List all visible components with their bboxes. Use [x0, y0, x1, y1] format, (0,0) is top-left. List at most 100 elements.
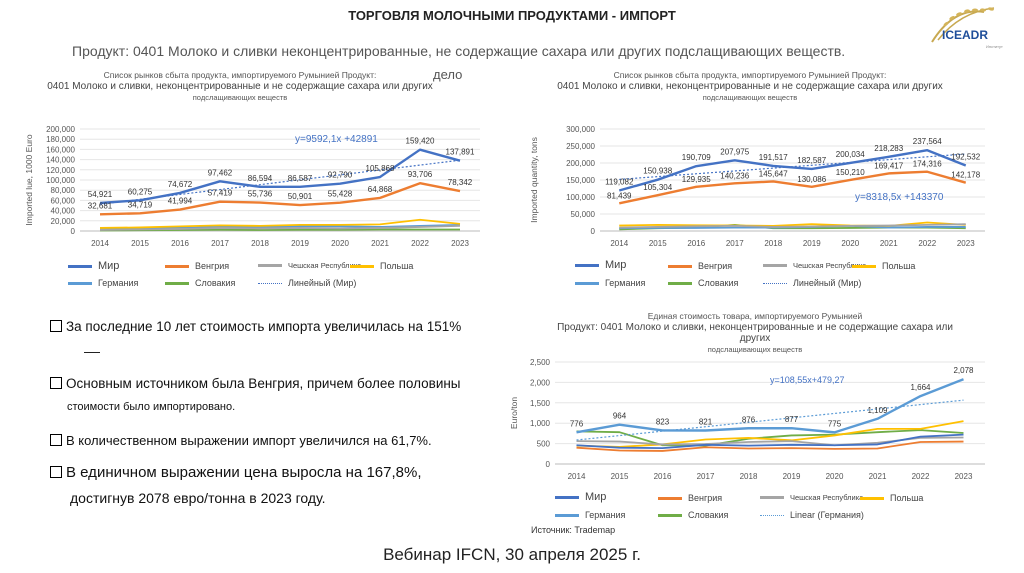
chart3-legend-slovakia: Словакия [658, 510, 728, 520]
x-tick-label: 2021 [371, 239, 389, 248]
series-line-3 [619, 221, 966, 227]
x-tick-label: 2016 [687, 239, 705, 248]
bullet-4: В единичном выражении цена выросла на 16… [50, 464, 422, 481]
data-label: 237,564 [913, 137, 942, 146]
x-tick-label: 2014 [610, 239, 628, 248]
x-tick-label: 2017 [697, 472, 715, 481]
legend-swatch [658, 496, 682, 500]
data-label: 55,736 [248, 190, 273, 199]
data-label: 190,709 [682, 153, 711, 162]
chart2-quantity-import: 0 50,000 100,000 150,000 200,000 250,000 300,0… [529, 125, 985, 248]
y-tick-label: 0 [71, 227, 76, 236]
y-tick-label: 2,500 [530, 358, 551, 367]
data-label: 55,428 [328, 190, 353, 199]
chart1-legend-germania: Германия [68, 278, 138, 288]
trendline-equation: y=108,55x+479,27 [770, 375, 845, 385]
page-title: ТОРГОВЛЯ МОЛОЧНЫМИ ПРОДУКТАМИ - ИМПОРТ [348, 8, 676, 23]
x-tick-label: 2018 [251, 239, 269, 248]
series-line-2 [619, 223, 966, 229]
data-label: 140,236 [720, 171, 749, 180]
data-label: 57,419 [208, 189, 233, 198]
iceadr-logo: ICEADR Институт [924, 2, 1020, 52]
legend-swatch [575, 263, 599, 267]
x-tick-label: 2022 [912, 472, 930, 481]
legend-swatch [165, 264, 189, 268]
data-label: 105,304 [643, 183, 672, 192]
data-label: 64,868 [368, 185, 393, 194]
data-label: 130,086 [797, 175, 826, 184]
chart3-legend-czech: Чешская Республика [760, 493, 863, 502]
chart1-legend-vengria: Венгрия [165, 261, 229, 271]
chart3-legend-polsha: Польша [860, 493, 923, 503]
x-tick-label: 2015 [131, 239, 149, 248]
legend-swatch [668, 281, 692, 285]
y-tick-label: 50,000 [571, 210, 596, 219]
y-tick-label: 20,000 [51, 217, 76, 226]
legend-swatch [760, 514, 784, 516]
chart3-title: Единая стоимость товара, импортируемого … [557, 311, 953, 354]
chart1-legend-slovakia: Словакия [165, 278, 235, 288]
data-label: 191,517 [759, 153, 788, 162]
y-axis-label: Euro/ton [509, 397, 519, 429]
chart1-extra-label: дело [433, 67, 463, 82]
data-label: 41,994 [168, 197, 193, 206]
trendline [576, 399, 964, 441]
checkbox-icon [50, 377, 62, 389]
y-tick-label: 500 [537, 440, 551, 449]
checkbox-icon [50, 320, 62, 332]
data-label: 964 [613, 412, 627, 421]
bullet-4-continued: достигнув 2078 евро/тонна в 2023 году. [70, 490, 326, 506]
legend-swatch [575, 281, 599, 285]
data-label: 93,706 [408, 170, 433, 179]
x-tick-label: 2019 [291, 239, 309, 248]
data-label: 60,275 [128, 187, 153, 196]
chart3-unit-value: 0 500 1,000 1,500 2,000 2,500 Euro/ton 2014 2015… [509, 358, 985, 481]
data-label: 92,790 [328, 171, 353, 180]
legend-swatch [860, 496, 884, 500]
x-tick-label: 2023 [955, 472, 973, 481]
y-tick-label: 100,000 [46, 176, 75, 185]
series-line-4 [576, 378, 964, 434]
x-tick-label: 2018 [764, 239, 782, 248]
x-tick-label: 2014 [91, 239, 109, 248]
x-tick-label: 2014 [568, 472, 586, 481]
chart2-title: Список рынков сбыта продукта, импортируе… [557, 70, 943, 102]
chart1-legend-mir: Мир [68, 260, 119, 272]
series-line-0 [576, 433, 964, 449]
series-line-1 [619, 170, 967, 205]
data-label: 86,587 [288, 174, 313, 183]
data-label: 218,283 [874, 144, 903, 153]
legend-swatch [258, 282, 282, 284]
y-tick-label: 1,000 [530, 419, 551, 428]
legend-swatch [68, 264, 92, 268]
series-line-3 [99, 218, 461, 229]
trendline [99, 159, 461, 205]
trendline-equation: y=8318,5x +143370 [855, 192, 944, 203]
data-label: 50,901 [288, 192, 313, 201]
x-tick-label: 2020 [841, 239, 859, 248]
bullet-2: Основным источником была Венгрия, причем… [50, 376, 461, 391]
chart2-legend-mir: Мир [575, 259, 626, 271]
footer-text: Вебинар IFCN, 30 апреля 2025 г. [383, 545, 641, 564]
legend-swatch [763, 264, 787, 267]
data-label: 81,439 [607, 191, 632, 200]
y-tick-label: 140,000 [46, 156, 75, 165]
x-tick-label: 2023 [451, 239, 469, 248]
y-tick-label: 200,000 [566, 159, 595, 168]
bullet-1: За последние 10 лет стоимость импорта ув… [50, 319, 461, 334]
data-label: 145,647 [759, 169, 788, 178]
data-label: 821 [699, 418, 713, 427]
y-tick-label: 2,000 [530, 378, 551, 387]
x-tick-label: 2022 [411, 239, 429, 248]
data-label: 142,178 [951, 171, 980, 180]
y-tick-label: 200,000 [46, 125, 75, 134]
logo-text: ICEADR [942, 28, 988, 42]
legend-swatch [555, 495, 579, 499]
chart3-legend-mir: Мир [555, 491, 606, 503]
data-label: 137,891 [446, 148, 475, 157]
y-axis-label: Imported quantity, tons [529, 137, 539, 223]
checkbox-icon [50, 466, 62, 478]
legend-swatch [763, 282, 787, 284]
x-tick-label: 2016 [171, 239, 189, 248]
data-label: 207,975 [720, 147, 749, 156]
